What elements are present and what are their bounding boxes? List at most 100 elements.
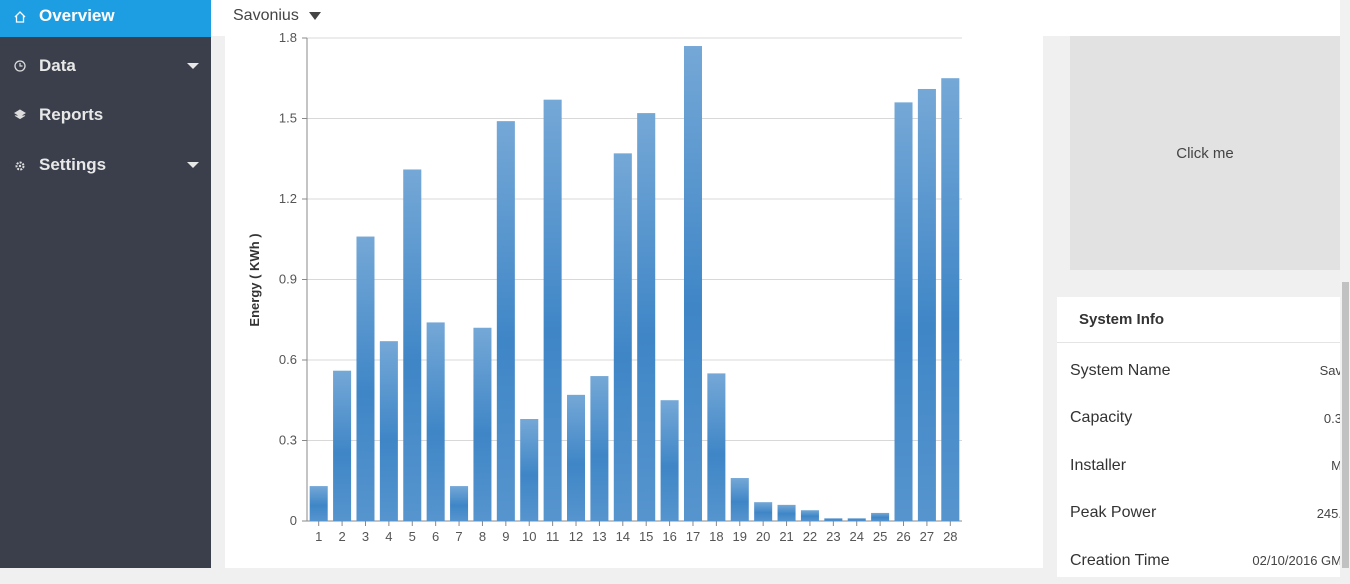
info-key: Peak Power bbox=[1070, 504, 1157, 521]
y-tick-label: 0.9 bbox=[279, 272, 297, 287]
bar-shade bbox=[426, 322, 445, 521]
info-key: Capacity bbox=[1070, 409, 1133, 426]
info-value: Sav bbox=[1319, 363, 1342, 378]
x-tick-label: 15 bbox=[639, 529, 653, 544]
bar-shade bbox=[941, 78, 960, 521]
info-row: Capacity 0.3 bbox=[1070, 395, 1342, 442]
layers-icon bbox=[14, 109, 26, 120]
info-value: 0.3 bbox=[1323, 410, 1342, 426]
gear-icon bbox=[15, 161, 25, 171]
system-info: System Info System Name Sav Capacity 0.3 Ins… bbox=[1057, 297, 1342, 577]
y-tick-label: 0.3 bbox=[279, 433, 297, 448]
x-tick-label: 21 bbox=[779, 529, 793, 544]
y-tick-label: 0.6 bbox=[279, 352, 297, 367]
bar-shade bbox=[730, 478, 749, 521]
x-tick-label: 12 bbox=[569, 529, 583, 544]
nav-item[interactable]: Reports bbox=[0, 94, 211, 136]
info-value: M bbox=[1331, 458, 1342, 473]
bar-shade bbox=[309, 486, 328, 521]
info-title: System Info bbox=[1057, 297, 1340, 343]
info-row: System Name Sav bbox=[1070, 347, 1342, 394]
caret bbox=[187, 162, 199, 168]
x-tick-label: 28 bbox=[943, 529, 957, 544]
info-row: Installer M bbox=[1070, 442, 1342, 489]
x-tick-label: 17 bbox=[686, 529, 700, 544]
bar-shade bbox=[847, 518, 866, 521]
bar-shade bbox=[754, 502, 773, 521]
bar-shade bbox=[473, 327, 492, 521]
x-tick-label: 23 bbox=[826, 529, 840, 544]
nav-label: Settings bbox=[39, 155, 107, 174]
scroll-thumb[interactable] bbox=[1342, 282, 1349, 568]
nav-label: Reports bbox=[39, 105, 104, 124]
y-tick-label: 1.5 bbox=[279, 111, 297, 126]
x-tick-label: 18 bbox=[709, 529, 723, 544]
x-tick-label: 22 bbox=[803, 529, 817, 544]
info-key: Creation Time bbox=[1070, 551, 1170, 569]
x-tick-label: 1 bbox=[315, 529, 322, 544]
bar-shade bbox=[613, 153, 632, 521]
x-tick-label: 24 bbox=[849, 529, 863, 544]
info-key: Installer bbox=[1070, 456, 1127, 474]
bar-shade bbox=[379, 341, 398, 521]
right-panel: Click me System Info System Name Sav Capac… bbox=[1057, 36, 1342, 577]
info-key: System Name bbox=[1070, 361, 1171, 379]
nav-label: Overview bbox=[39, 6, 115, 25]
bar-shade bbox=[356, 236, 375, 522]
caret bbox=[187, 63, 199, 69]
y-axis-label: Energy ( KWh ) bbox=[247, 233, 262, 326]
y-tick-label: 1.2 bbox=[279, 191, 297, 206]
bar-shade bbox=[520, 419, 539, 521]
nav-label: Data bbox=[39, 56, 76, 75]
info-row: Peak Power 245. bbox=[1070, 490, 1342, 537]
clock-icon bbox=[14, 60, 26, 72]
system-select[interactable]: Savonius bbox=[233, 7, 322, 25]
x-tick-label: 6 bbox=[432, 529, 439, 544]
x-tick-label: 9 bbox=[502, 529, 509, 544]
system-name: Savonius bbox=[233, 7, 299, 24]
bar-shade bbox=[871, 512, 890, 521]
x-tick-label: 19 bbox=[733, 529, 747, 544]
home-icon bbox=[14, 11, 26, 23]
bar-shade bbox=[450, 486, 469, 521]
x-tick-label: 7 bbox=[455, 529, 462, 544]
bar-shade bbox=[660, 400, 679, 521]
sidebar: Overview Data Reports Settings bbox=[0, 0, 211, 568]
bar-shade bbox=[800, 510, 819, 521]
bar-shade bbox=[683, 46, 702, 522]
bar-shade bbox=[824, 518, 843, 521]
x-tick-label: 13 bbox=[592, 529, 606, 544]
bar-shade bbox=[567, 394, 586, 521]
nav-item[interactable]: Data bbox=[0, 45, 211, 87]
bar-shade bbox=[777, 504, 796, 521]
x-tick-label: 20 bbox=[756, 529, 770, 544]
top-bar: Savonius bbox=[211, 0, 1340, 36]
caret bbox=[309, 12, 322, 20]
nav-item[interactable]: Overview bbox=[0, 0, 211, 37]
chart: Energy ( KWh ) 00.30.60.91.21.51.81 2 3 4 5 6… bbox=[247, 30, 962, 544]
x-tick-label: 2 bbox=[338, 529, 345, 544]
nav-item[interactable]: Settings bbox=[0, 144, 211, 186]
y-tick-label: 0 bbox=[290, 513, 297, 528]
info-value: 02/10/2016 GM bbox=[1252, 553, 1342, 568]
x-tick-label: 25 bbox=[873, 529, 887, 544]
bar-shade bbox=[894, 102, 913, 522]
x-tick-label: 3 bbox=[362, 529, 369, 544]
x-tick-label: 16 bbox=[662, 529, 676, 544]
x-tick-label: 11 bbox=[546, 529, 560, 544]
x-tick-label: 10 bbox=[522, 529, 536, 544]
x-tick-label: 14 bbox=[616, 529, 630, 544]
info-row: Creation Time 02/10/2016 GM bbox=[1070, 537, 1342, 584]
bar-shade bbox=[917, 88, 936, 521]
bar-shade bbox=[543, 99, 562, 521]
bar-shade bbox=[590, 376, 609, 521]
bar-shade bbox=[403, 169, 422, 521]
y-tick-label: 1.8 bbox=[279, 30, 297, 45]
x-tick-label: 26 bbox=[896, 529, 910, 544]
x-tick-label: 5 bbox=[409, 529, 416, 544]
x-tick-label: 27 bbox=[920, 529, 934, 544]
bar-shade bbox=[637, 113, 656, 521]
click-button[interactable]: Click me bbox=[1070, 36, 1340, 270]
bar-shade bbox=[707, 373, 726, 521]
